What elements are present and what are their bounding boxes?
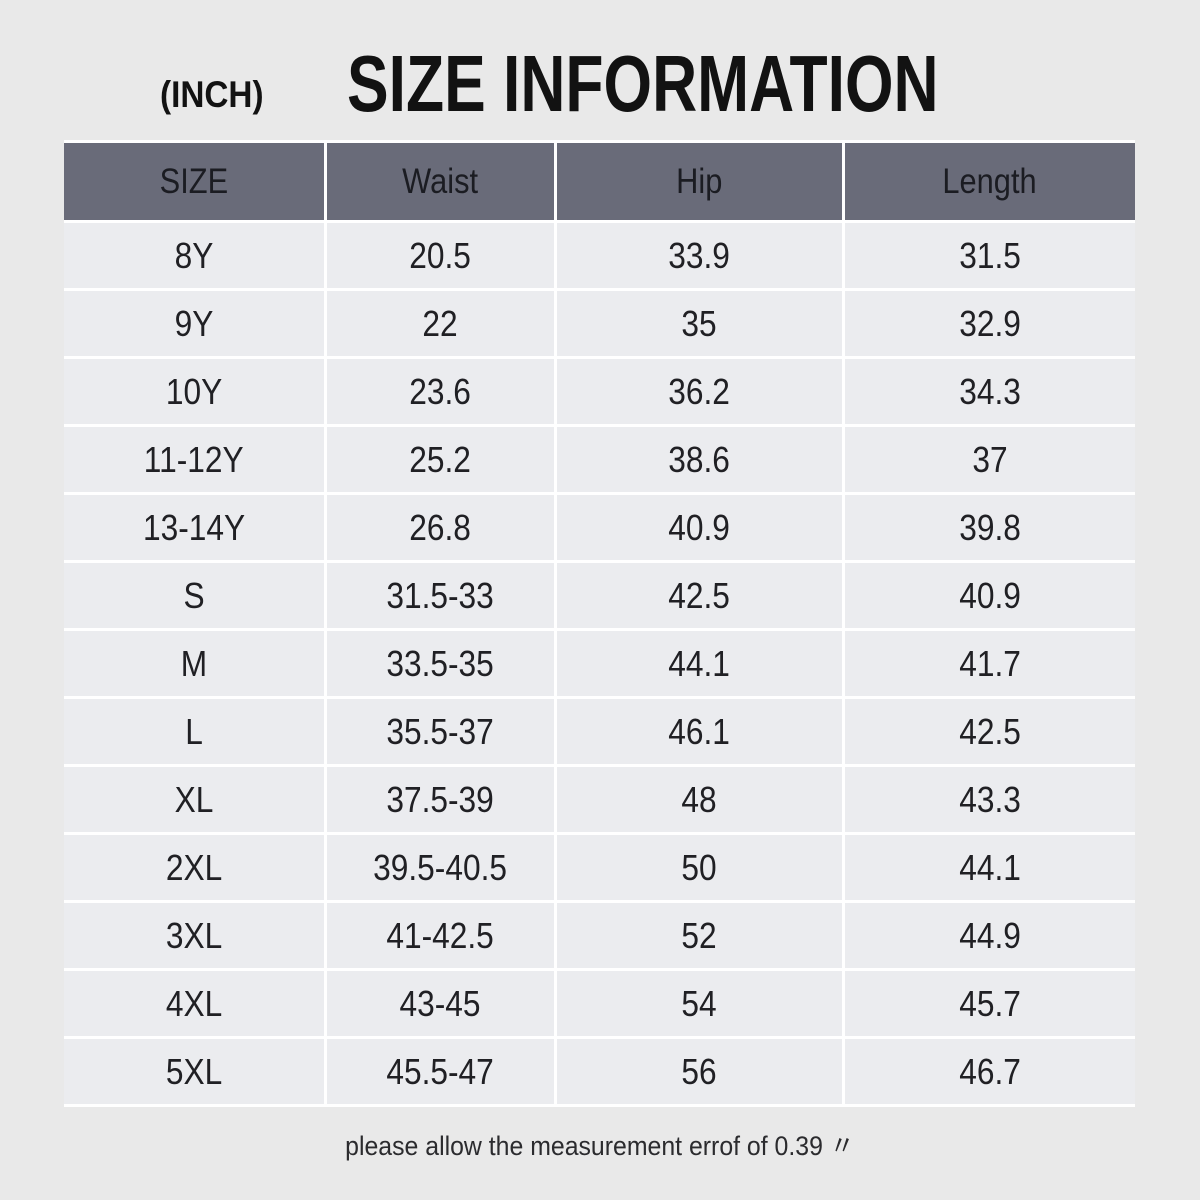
table-cell-length: 40.9 xyxy=(845,563,1135,628)
table-cell-size: L xyxy=(64,699,324,764)
table-cell-size: M xyxy=(64,631,324,696)
table-cell-waist: 45.5-47 xyxy=(327,1039,554,1104)
table-cell-length: 44.1 xyxy=(845,835,1135,900)
table-cell-waist: 26.8 xyxy=(327,495,554,560)
table-cell-size: 2XL xyxy=(64,835,324,900)
table-cell-hip: 52 xyxy=(557,903,842,968)
table-cell-hip: 35 xyxy=(557,291,842,356)
header-label-hip: Hip xyxy=(676,161,723,201)
table-cell-waist: 43-45 xyxy=(327,971,554,1036)
table-cell-length: 43.3 xyxy=(845,767,1135,832)
table-cell-hip: 50 xyxy=(557,835,842,900)
measurement-note: please allow the measurement errof of 0.… xyxy=(64,1124,1135,1163)
table-cell-size: 5XL xyxy=(64,1039,324,1104)
header-cell-size: SIZE xyxy=(64,143,324,220)
table-cell-waist: 33.5-35 xyxy=(327,631,554,696)
table-cell-size: 13-14Y xyxy=(64,495,324,560)
table-cell-waist: 22 xyxy=(327,291,554,356)
table-cell-length: 46.7 xyxy=(845,1039,1135,1104)
unit-label-text: (INCH) xyxy=(160,74,264,115)
table-cell-hip: 42.5 xyxy=(557,563,842,628)
table-body: 8Y 20.5 33.9 31.5 9Y 22 35 32.9 10Y 23.6… xyxy=(64,223,1135,1104)
table-cell-length: 39.8 xyxy=(845,495,1135,560)
table-cell-hip: 38.6 xyxy=(557,427,842,492)
table-cell-waist: 25.2 xyxy=(327,427,554,492)
table-cell-waist: 37.5-39 xyxy=(327,767,554,832)
table-cell-hip: 54 xyxy=(557,971,842,1036)
header-label-length: Length xyxy=(942,161,1038,201)
table-cell-length: 31.5 xyxy=(845,223,1135,288)
unit-label: (INCH) xyxy=(160,74,275,116)
table-cell-size: XL xyxy=(64,767,324,832)
page-title-text: SIZE INFORMATION xyxy=(347,39,939,128)
table-cell-waist: 39.5-40.5 xyxy=(327,835,554,900)
table-cell-length: 44.9 xyxy=(845,903,1135,968)
table-cell-length: 32.9 xyxy=(845,291,1135,356)
table-cell-hip: 40.9 xyxy=(557,495,842,560)
table-cell-size: 3XL xyxy=(64,903,324,968)
table-cell-size: 4XL xyxy=(64,971,324,1036)
size-table: SIZE Waist Hip Length 8Y 20.5 33.9 31.5 … xyxy=(64,140,1135,1107)
table-cell-length: 45.7 xyxy=(845,971,1135,1036)
table-cell-length: 37 xyxy=(845,427,1135,492)
header-label-waist: Waist xyxy=(402,161,479,201)
table-cell-length: 34.3 xyxy=(845,359,1135,424)
table-header-row: SIZE Waist Hip Length xyxy=(64,143,1135,220)
table-cell-hip: 36.2 xyxy=(557,359,842,424)
table-cell-hip: 56 xyxy=(557,1039,842,1104)
table-cell-hip: 44.1 xyxy=(557,631,842,696)
table-cell-length: 41.7 xyxy=(845,631,1135,696)
table-cell-size: 11-12Y xyxy=(64,427,324,492)
header-label-size: SIZE xyxy=(159,161,229,201)
table-cell-waist: 20.5 xyxy=(327,223,554,288)
table-cell-waist: 35.5-37 xyxy=(327,699,554,764)
table-cell-length: 42.5 xyxy=(845,699,1135,764)
table-cell-size: 10Y xyxy=(64,359,324,424)
measurement-note-text: please allow the measurement errof of 0.… xyxy=(344,1131,855,1161)
table-cell-hip: 33.9 xyxy=(557,223,842,288)
header-cell-length: Length xyxy=(845,143,1135,220)
table-cell-hip: 46.1 xyxy=(557,699,842,764)
table-cell-size: 9Y xyxy=(64,291,324,356)
table-cell-waist: 23.6 xyxy=(327,359,554,424)
header-cell-hip: Hip xyxy=(557,143,842,220)
page-title: SIZE INFORMATION xyxy=(347,44,1105,124)
table-cell-waist: 41-42.5 xyxy=(327,903,554,968)
table-cell-waist: 31.5-33 xyxy=(327,563,554,628)
table-cell-hip: 48 xyxy=(557,767,842,832)
table-cell-size: 8Y xyxy=(64,223,324,288)
table-cell-size: S xyxy=(64,563,324,628)
header-cell-waist: Waist xyxy=(327,143,554,220)
